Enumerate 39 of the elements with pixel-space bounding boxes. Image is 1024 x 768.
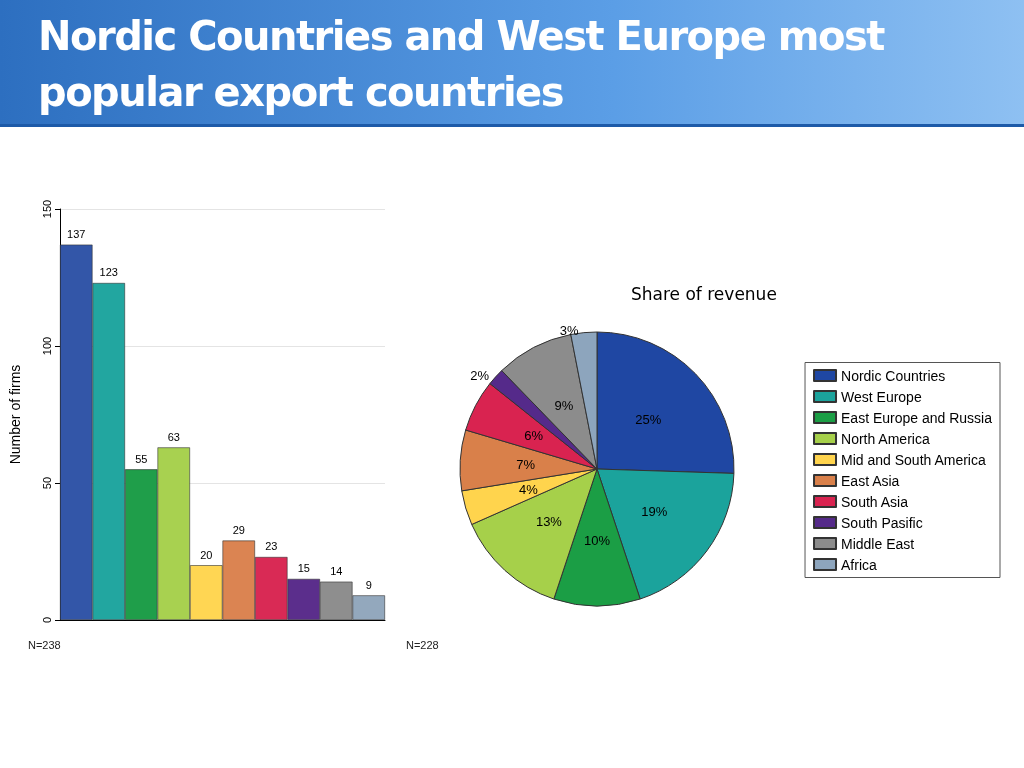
data-label: 123 [99,266,118,279]
data-label: 2% [470,368,490,384]
data-label: 63 [167,430,180,443]
legend-label: North America [841,430,930,447]
y-axis-title: Number of firms [7,364,23,465]
text: N=228 [406,638,439,651]
data-label: 15 [297,562,310,575]
chart-title: Share of revenue [631,283,777,304]
data-label: 9% [554,398,574,414]
data-label: 137 [67,228,86,241]
y-tick-label: 150 [40,199,53,219]
text: N=238 [28,638,61,651]
data-label: 7% [516,456,536,472]
legend-label: South Pasific [841,514,923,531]
legend-label: Middle East [841,535,915,552]
data-label: 14 [330,565,343,578]
data-label: 6% [524,428,544,444]
data-label: 4% [519,481,539,497]
legend-label: Mid and South America [841,451,986,468]
chart-title: Nordic Countries and West Europe most popular export countries [38,12,886,117]
data-label: 19% [641,504,668,520]
legend-label: East Asia [841,472,900,489]
data-label: 9 [365,578,372,591]
y-tick-label: 50 [40,476,53,490]
legend-label: Nordic Countries [841,367,946,384]
y-tick-label: 0 [40,616,53,624]
data-label: 13% [535,514,563,530]
data-label: 55 [135,452,148,465]
legend-label: Africa [841,556,878,573]
data-label: 25% [635,411,662,427]
legend-label: West Europe [841,388,922,405]
data-label: 20 [200,548,213,561]
data-label: 23 [265,540,278,553]
data-label: 29 [232,524,245,537]
data-label: 3% [559,323,580,339]
legend-label: South Asia [841,493,909,510]
data-label: 10% [583,533,611,548]
y-tick-label: 100 [40,336,53,356]
legend-label: East Europe and Russia [841,409,993,426]
